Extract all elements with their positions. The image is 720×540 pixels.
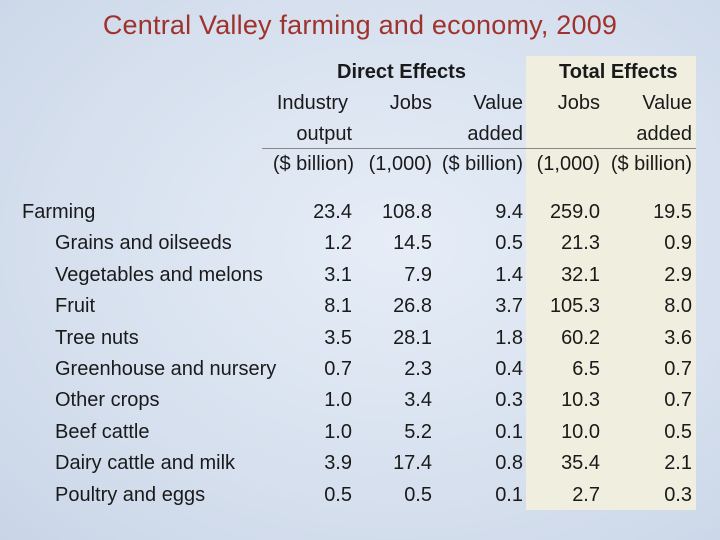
cell-output: 23.4 bbox=[313, 201, 352, 223]
row-label: Grains and oilseeds bbox=[55, 232, 232, 254]
cell-jobs: 17.4 bbox=[393, 452, 432, 474]
cell-total-value-added: 3.6 bbox=[664, 327, 692, 349]
cell-output: 3.9 bbox=[324, 452, 352, 474]
cell-total-value-added: 0.3 bbox=[664, 484, 692, 506]
row-label: Tree nuts bbox=[55, 327, 139, 349]
col-header-total-jobs: Jobs bbox=[557, 92, 600, 114]
row-label: Other crops bbox=[55, 389, 160, 411]
cell-jobs: 0.5 bbox=[404, 484, 432, 506]
total-effects-background bbox=[526, 56, 696, 510]
cell-total-jobs: 32.1 bbox=[561, 264, 600, 286]
cell-total-value-added: 0.7 bbox=[664, 358, 692, 380]
cell-output: 3.5 bbox=[324, 327, 352, 349]
col-header-industry: Industry bbox=[276, 92, 348, 114]
cell-jobs: 28.1 bbox=[393, 327, 432, 349]
cell-total-jobs: 6.5 bbox=[572, 358, 600, 380]
col-header-jobs: Jobs bbox=[389, 92, 432, 114]
col-header-total-jobs-unit: (1,000) bbox=[536, 153, 600, 175]
cell-total-jobs: 10.0 bbox=[561, 421, 600, 443]
cell-value-added: 1.4 bbox=[495, 264, 523, 286]
cell-total-jobs: 2.7 bbox=[572, 484, 600, 506]
col-header-jobs-unit: (1,000) bbox=[368, 153, 432, 175]
cell-value-added: 0.8 bbox=[495, 452, 523, 474]
col-header-total-added: added bbox=[636, 123, 692, 145]
cell-total-jobs: 105.3 bbox=[549, 295, 600, 317]
cell-total-value-added: 19.5 bbox=[653, 201, 692, 223]
cell-total-jobs: 10.3 bbox=[561, 389, 600, 411]
row-label: Beef cattle bbox=[55, 421, 150, 443]
cell-total-value-added: 0.9 bbox=[664, 232, 692, 254]
cell-output: 1.0 bbox=[324, 421, 352, 443]
cell-output: 0.7 bbox=[324, 358, 352, 380]
header-divider bbox=[262, 148, 696, 149]
cell-value-added: 3.7 bbox=[495, 295, 523, 317]
cell-output: 0.5 bbox=[324, 484, 352, 506]
row-label: Vegetables and melons bbox=[55, 264, 263, 286]
col-header-total-value: Value bbox=[642, 92, 692, 114]
direct-effects-header: Direct Effects bbox=[337, 61, 466, 83]
col-header-value-unit: ($ billion) bbox=[441, 153, 523, 175]
cell-total-value-added: 0.5 bbox=[664, 421, 692, 443]
col-header-output-unit: ($ billion) bbox=[272, 153, 354, 175]
cell-output: 3.1 bbox=[324, 264, 352, 286]
cell-jobs: 5.2 bbox=[404, 421, 432, 443]
cell-jobs: 108.8 bbox=[381, 201, 432, 223]
cell-jobs: 2.3 bbox=[404, 358, 432, 380]
cell-total-jobs: 21.3 bbox=[561, 232, 600, 254]
cell-value-added: 0.5 bbox=[495, 232, 523, 254]
cell-output: 1.2 bbox=[324, 232, 352, 254]
cell-jobs: 14.5 bbox=[393, 232, 432, 254]
cell-total-jobs: 35.4 bbox=[561, 452, 600, 474]
row-label-farming: Farming bbox=[22, 201, 96, 223]
cell-value-added: 0.4 bbox=[495, 358, 523, 380]
cell-value-added: 1.8 bbox=[495, 327, 523, 349]
cell-total-value-added: 2.9 bbox=[664, 264, 692, 286]
cell-jobs: 3.4 bbox=[404, 389, 432, 411]
cell-total-value-added: 0.7 bbox=[664, 389, 692, 411]
cell-jobs: 7.9 bbox=[404, 264, 432, 286]
cell-value-added: 0.1 bbox=[495, 421, 523, 443]
slide-title: Central Valley farming and economy, 2009 bbox=[102, 10, 618, 40]
cell-total-jobs: 259.0 bbox=[549, 201, 600, 223]
row-label: Fruit bbox=[55, 295, 95, 317]
cell-output: 1.0 bbox=[324, 389, 352, 411]
row-label: Dairy cattle and milk bbox=[55, 452, 236, 474]
row-label: Greenhouse and nursery bbox=[55, 358, 277, 380]
cell-total-value-added: 2.1 bbox=[664, 452, 692, 474]
col-header-total-value-unit: ($ billion) bbox=[610, 153, 692, 175]
cell-value-added: 0.1 bbox=[495, 484, 523, 506]
cell-total-value-added: 8.0 bbox=[664, 295, 692, 317]
col-header-output: output bbox=[296, 123, 352, 145]
cell-jobs: 26.8 bbox=[393, 295, 432, 317]
cell-output: 8.1 bbox=[324, 295, 352, 317]
row-label: Poultry and eggs bbox=[55, 484, 206, 506]
col-header-value: Value bbox=[473, 92, 523, 114]
total-effects-header: Total Effects bbox=[559, 61, 678, 83]
cell-total-jobs: 60.2 bbox=[561, 327, 600, 349]
cell-value-added: 0.3 bbox=[495, 389, 523, 411]
cell-value-added: 9.4 bbox=[495, 201, 523, 223]
col-header-added: added bbox=[467, 123, 523, 145]
